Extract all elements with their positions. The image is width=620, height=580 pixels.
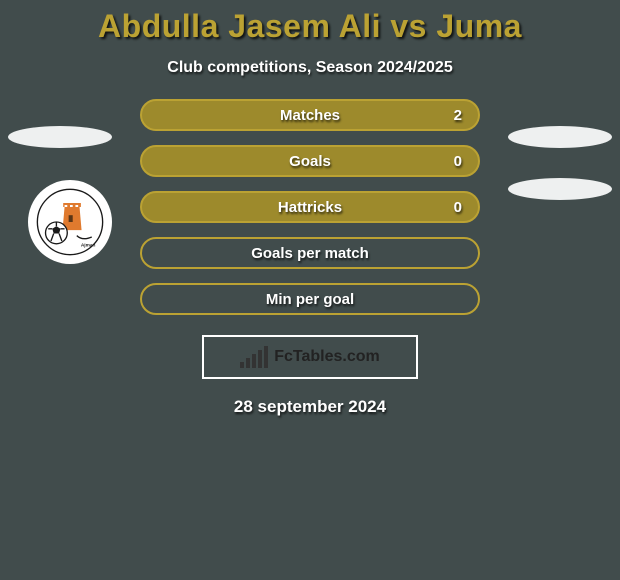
stat-label: Min per goal: [266, 291, 354, 308]
stat-label: Goals: [289, 153, 331, 170]
stat-label: Hattricks: [278, 199, 342, 216]
brand-text: FcTables.com: [274, 348, 380, 366]
stat-row-matches: Matches 2: [140, 99, 480, 131]
stat-label: Matches: [280, 107, 340, 124]
stat-label: Goals per match: [251, 245, 369, 262]
brand-box[interactable]: FcTables.com: [202, 335, 418, 379]
stats-rows: Matches 2 Goals 0 Hattricks 0 Goals per …: [140, 99, 480, 315]
date-text: 28 september 2024: [234, 397, 386, 417]
stat-row-hattricks: Hattricks 0: [140, 191, 480, 223]
subtitle: Club competitions, Season 2024/2025: [167, 59, 452, 77]
stat-row-goals: Goals 0: [140, 145, 480, 177]
page-title: Abdulla Jasem Ali vs Juma: [98, 8, 522, 45]
stat-value: 0: [454, 153, 462, 170]
stat-value: 0: [454, 199, 462, 216]
bar-chart-icon: [240, 346, 268, 368]
stat-row-goals-per-match: Goals per match: [140, 237, 480, 269]
stat-row-min-per-goal: Min per goal: [140, 283, 480, 315]
stat-value: 2: [454, 107, 462, 124]
